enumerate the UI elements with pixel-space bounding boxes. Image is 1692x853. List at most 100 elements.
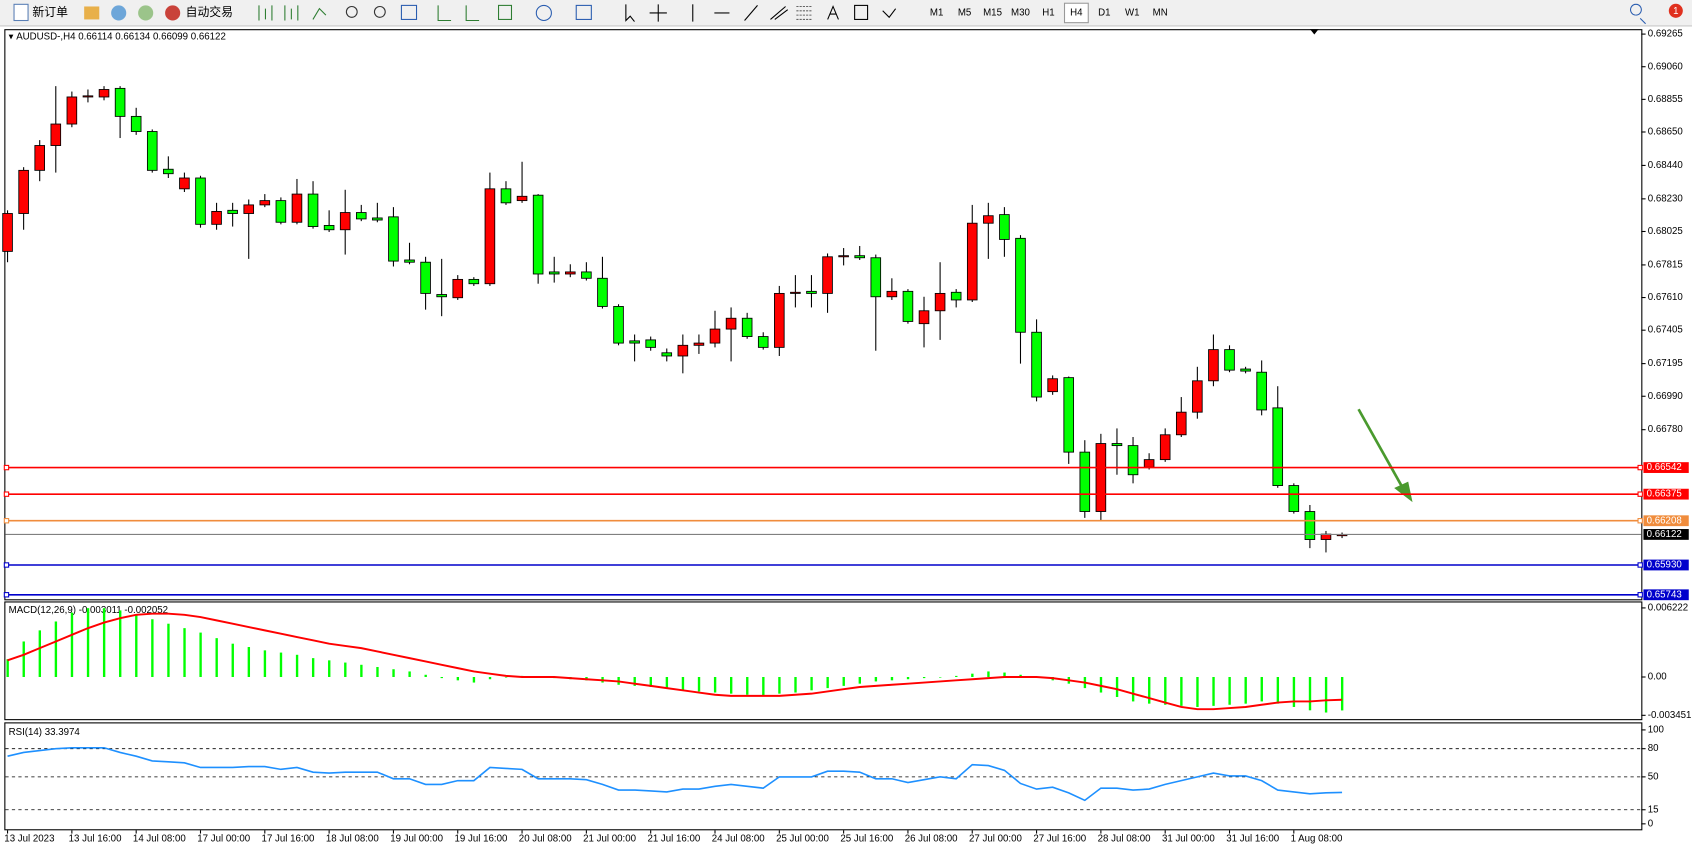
x-tick-label: 13 Jul 16:00 xyxy=(69,834,122,845)
x-tick-label: 28 Jul 08:00 xyxy=(1098,834,1151,845)
candle-body xyxy=(532,194,544,275)
zoom-out-button[interactable] xyxy=(373,5,386,18)
timeframe-button[interactable]: D1 xyxy=(1098,8,1110,19)
timeframe-button[interactable]: M1 xyxy=(930,8,943,19)
scroll-button[interactable] xyxy=(437,5,452,22)
candle-chart-button[interactable] xyxy=(284,5,299,21)
cursor-button[interactable] xyxy=(625,4,635,22)
candle-body xyxy=(484,188,496,285)
level-handle[interactable] xyxy=(1637,491,1643,497)
macd-bar xyxy=(86,608,90,678)
timeframe-button[interactable]: W1 xyxy=(1125,8,1140,19)
macd-bar xyxy=(456,677,460,681)
y-tick-label: 0.67405 xyxy=(1648,325,1683,336)
trendline-button[interactable] xyxy=(744,5,758,21)
icon[interactable] xyxy=(138,5,154,21)
candle-body xyxy=(1047,378,1058,393)
level-handle[interactable] xyxy=(3,518,10,524)
candle-body xyxy=(548,271,560,275)
x-tick-label: 20 Jul 08:00 xyxy=(519,834,572,845)
candle-body xyxy=(1063,377,1075,453)
candle-body xyxy=(838,255,849,258)
y-tick-label: 0.68855 xyxy=(1648,94,1683,105)
macd-bar xyxy=(215,638,218,678)
timeframe-button[interactable]: M15 xyxy=(983,8,1002,19)
header-close: 0.66122 xyxy=(191,31,226,42)
timeframe-button[interactable]: M30 xyxy=(1011,8,1030,19)
main-panel-frame xyxy=(4,29,1643,601)
candle-body xyxy=(918,310,930,325)
shift-button[interactable] xyxy=(465,5,480,22)
header-low: 0.66099 xyxy=(153,31,188,42)
candle-body xyxy=(468,278,480,285)
candle-body xyxy=(163,168,174,175)
indicators-button[interactable] xyxy=(497,4,513,20)
candle-body xyxy=(1031,331,1042,398)
y-tick-label: -0.003451 xyxy=(1648,710,1692,721)
x-tick-label: 17 Jul 00:00 xyxy=(197,834,250,845)
level-label: 0.66208 xyxy=(1647,515,1682,526)
level-handle[interactable] xyxy=(3,592,10,598)
y-tick-label: 0.67610 xyxy=(1648,292,1684,303)
timeframe-button[interactable]: M5 xyxy=(958,8,971,19)
macd-bar xyxy=(1308,677,1312,711)
macd-bar xyxy=(328,660,331,678)
macd-bar xyxy=(681,677,685,691)
notifications[interactable]: 1 xyxy=(1668,3,1683,18)
macd-bar xyxy=(295,654,299,678)
level-handle[interactable] xyxy=(3,562,10,568)
icon[interactable] xyxy=(84,6,100,20)
level-label-bg xyxy=(1643,462,1689,473)
level-handle[interactable] xyxy=(1637,562,1643,568)
timeframe-button[interactable]: H1 xyxy=(1042,8,1054,19)
candle-body xyxy=(613,306,624,344)
templates-button[interactable] xyxy=(575,4,592,20)
arrows-button[interactable] xyxy=(882,8,897,19)
timeframe-button[interactable]: MN xyxy=(1153,8,1168,19)
candle-body xyxy=(1111,443,1123,447)
x-tick-label: 1 Aug 08:00 xyxy=(1291,834,1343,845)
macd-bar xyxy=(183,628,186,678)
label-button[interactable] xyxy=(854,4,869,20)
current-price-label: 0.66122 xyxy=(1647,529,1682,540)
macd-bar xyxy=(440,677,443,679)
text-button[interactable] xyxy=(827,5,839,20)
candle-body xyxy=(1224,349,1235,371)
search-button[interactable] xyxy=(1630,3,1646,25)
timeframe-button[interactable]: H4 xyxy=(1070,8,1083,19)
zoom-in-button[interactable] xyxy=(345,5,358,18)
level-handle[interactable] xyxy=(1637,592,1643,598)
macd-bar xyxy=(826,677,829,689)
bar-chart-button[interactable] xyxy=(258,5,273,21)
auto-trading-button[interactable]: 自动交易 xyxy=(165,5,233,21)
level-label: 0.65930 xyxy=(1647,560,1683,571)
macd-bar xyxy=(1324,677,1328,713)
candle-body xyxy=(388,216,399,262)
channel-button[interactable] xyxy=(770,6,789,20)
candle-body xyxy=(130,115,142,132)
macd-bar xyxy=(1099,677,1103,693)
macd-bar xyxy=(263,650,267,678)
fibo-button[interactable] xyxy=(796,5,812,20)
periods-button[interactable] xyxy=(535,4,552,22)
new-order-button[interactable]: 新订单 xyxy=(13,3,68,22)
level-handle[interactable] xyxy=(3,464,10,471)
macd-bar xyxy=(424,674,427,678)
crosshair-button[interactable] xyxy=(649,4,667,22)
level-label: 0.65743 xyxy=(1647,589,1682,600)
macd-bar xyxy=(1164,677,1167,705)
line-chart-button[interactable] xyxy=(312,7,327,20)
macd-bar xyxy=(392,669,395,678)
candle-body xyxy=(195,177,206,225)
level-handle[interactable] xyxy=(1637,518,1643,524)
candle-body xyxy=(82,95,94,98)
macd-bar xyxy=(1115,677,1119,697)
tile-button[interactable] xyxy=(400,4,418,20)
candle-body xyxy=(50,123,62,146)
macd-bar xyxy=(1131,677,1135,702)
icon[interactable] xyxy=(111,5,127,21)
level-handle[interactable] xyxy=(1637,464,1643,471)
level-handle[interactable] xyxy=(3,491,10,497)
timeframe-active-box xyxy=(1063,2,1089,24)
